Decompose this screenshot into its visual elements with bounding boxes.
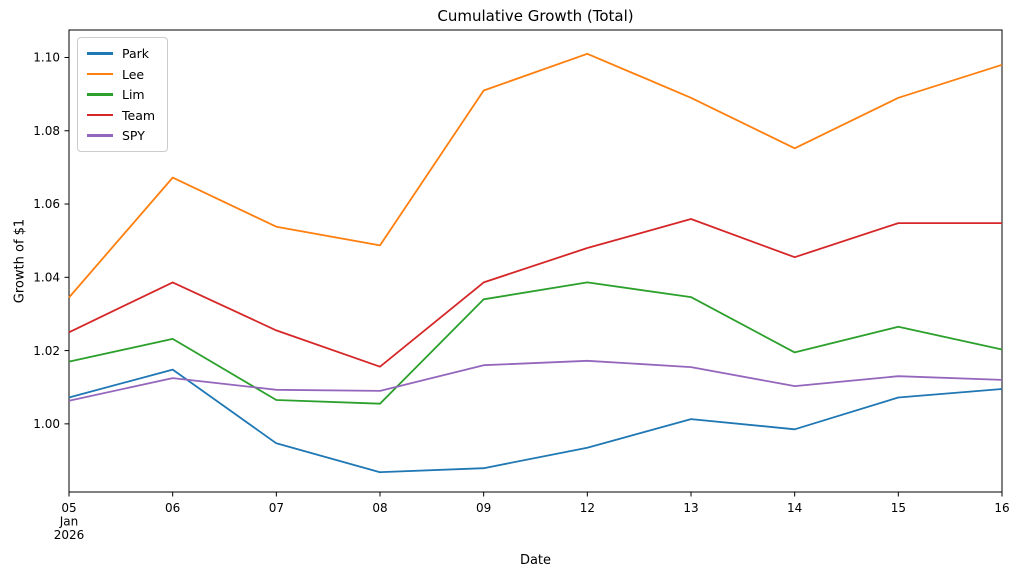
x-tick-label: 06 xyxy=(165,501,180,515)
legend-item-spy: SPY xyxy=(87,127,155,144)
legend-item-team: Team xyxy=(87,107,155,124)
y-tick-label: 1.10 xyxy=(33,51,60,65)
legend-label: Lim xyxy=(122,87,145,102)
y-tick-label: 1.00 xyxy=(33,417,60,431)
plot-frame xyxy=(68,29,1003,493)
y-tick-label: 1.06 xyxy=(33,197,60,211)
x-axis: 05 Jan 2026 06 07 08 09 12 13 14 15 16 xyxy=(54,492,1010,542)
y-axis-label: Growth of $1 xyxy=(12,218,28,304)
series-line-spy xyxy=(68,359,1003,402)
legend-item-lee: Lee xyxy=(87,66,155,83)
series-line-park xyxy=(68,368,1003,474)
legend: Park Lee Lim Team SPY xyxy=(77,37,169,152)
y-tick-label: 1.02 xyxy=(33,344,60,358)
x-tick-label: 08 xyxy=(372,501,387,515)
x-tick-label: 13 xyxy=(683,501,698,515)
y-axis: 1.00 1.02 1.04 1.06 1.08 1.10 xyxy=(33,51,69,431)
y-tick-label: 1.04 xyxy=(33,271,60,285)
series-line-team xyxy=(68,218,1002,368)
x-tick-label: 12 xyxy=(580,501,595,515)
x-tick-label: 09 xyxy=(476,501,491,515)
series-line-lim xyxy=(68,281,1003,405)
legend-line-swatch xyxy=(87,52,113,55)
x-tick-label: 05 Jan 2026 xyxy=(54,501,85,542)
legend-line-swatch xyxy=(87,93,113,96)
chart-title: Cumulative Growth (Total) xyxy=(437,7,634,25)
y-tick-label: 1.08 xyxy=(33,124,60,138)
x-axis-label: Date xyxy=(519,553,552,568)
series-line-lee xyxy=(68,52,1003,299)
x-tick-label: 07 xyxy=(269,501,284,515)
legend-line-swatch xyxy=(87,72,113,76)
legend-label: Team xyxy=(122,107,156,123)
x-tick-label: 15 xyxy=(891,501,906,515)
legend-line-swatch xyxy=(87,134,113,137)
legend-line-swatch xyxy=(87,113,113,117)
legend-item-lim: Lim xyxy=(87,86,155,103)
legend-label: Lee xyxy=(122,66,145,82)
x-tick-label: 14 xyxy=(787,501,802,515)
legend-label: Park xyxy=(122,46,150,61)
legend-label: SPY xyxy=(122,128,145,143)
x-tick-label: 16 xyxy=(994,501,1009,515)
legend-item-park: Park xyxy=(87,45,155,62)
